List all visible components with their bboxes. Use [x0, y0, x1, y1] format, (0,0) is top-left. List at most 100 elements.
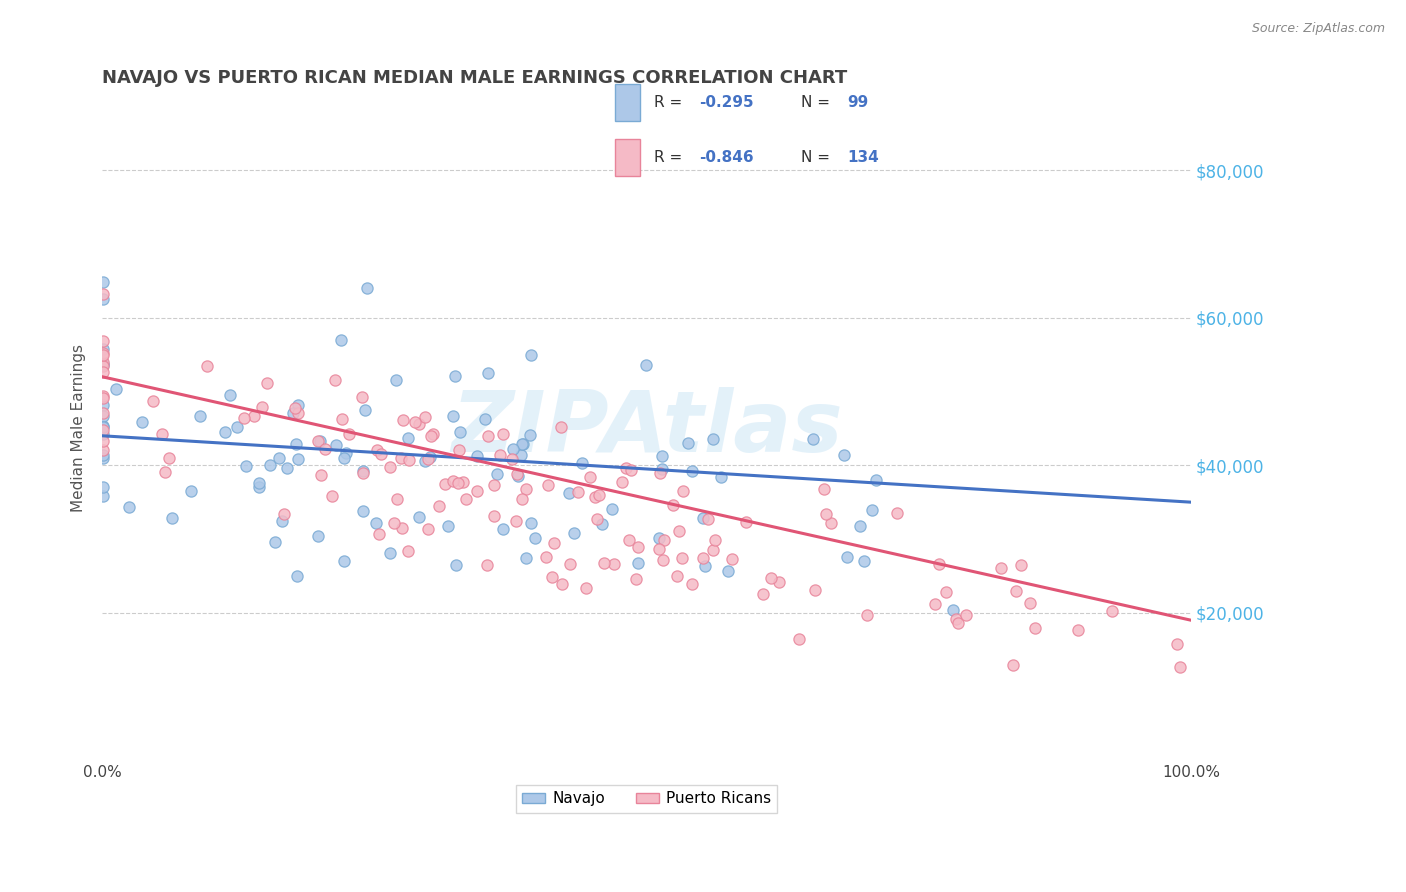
Point: [509, 448, 531, 462]
Point: [91, 292, 114, 306]
Point: [352, 464, 374, 478]
Point: [308, 434, 330, 448]
Point: [256, 376, 278, 391]
Point: [752, 587, 775, 601]
Point: [945, 612, 967, 626]
Text: R =: R =: [654, 150, 688, 165]
Point: [813, 482, 835, 496]
Point: [648, 542, 671, 557]
Text: ZIPAtlas: ZIPAtlas: [451, 387, 842, 470]
Point: [477, 366, 499, 380]
Point: [717, 564, 740, 578]
Point: [1018, 597, 1040, 611]
Point: [676, 436, 699, 450]
Point: [437, 518, 460, 533]
Point: [449, 442, 471, 457]
Point: [311, 467, 333, 482]
Text: N =: N =: [801, 150, 835, 165]
Point: [886, 506, 908, 520]
Point: [583, 490, 606, 504]
Point: [571, 456, 593, 470]
Point: [820, 516, 842, 530]
Point: [832, 448, 855, 462]
Point: [91, 442, 114, 457]
Point: [558, 558, 581, 572]
Point: [446, 558, 468, 572]
Point: [285, 569, 308, 583]
Point: [104, 382, 127, 396]
Point: [465, 483, 488, 498]
Point: [307, 434, 329, 448]
Point: [91, 364, 114, 378]
Point: [247, 480, 270, 494]
Point: [692, 551, 714, 566]
Point: [449, 425, 471, 439]
Point: [235, 458, 257, 473]
Point: [408, 510, 430, 524]
Point: [512, 437, 534, 451]
Point: [441, 474, 464, 488]
Point: [287, 406, 309, 420]
Point: [454, 492, 477, 507]
Point: [214, 425, 236, 439]
Point: [91, 423, 114, 437]
Point: [91, 389, 114, 403]
Point: [935, 585, 957, 599]
Point: [443, 409, 465, 423]
Point: [284, 401, 307, 416]
Point: [276, 461, 298, 475]
Point: [332, 554, 354, 568]
Point: [385, 373, 408, 387]
Point: [267, 450, 290, 465]
Point: [142, 393, 165, 408]
Point: [624, 572, 647, 586]
Point: [1010, 558, 1032, 572]
Point: [928, 557, 950, 571]
Point: [91, 355, 114, 369]
Point: [330, 412, 353, 426]
Point: [366, 442, 388, 457]
Point: [91, 409, 114, 424]
Point: [761, 571, 783, 585]
Point: [520, 348, 543, 362]
Point: [575, 581, 598, 595]
Point: [501, 452, 523, 467]
Point: [467, 449, 489, 463]
Point: [579, 470, 602, 484]
Point: [352, 504, 374, 518]
Point: [617, 533, 640, 547]
Point: [378, 545, 401, 559]
Point: [482, 509, 505, 524]
FancyBboxPatch shape: [616, 138, 640, 176]
Point: [131, 415, 153, 429]
Point: [955, 608, 977, 623]
Text: N =: N =: [801, 95, 835, 111]
Point: [636, 359, 658, 373]
Point: [652, 553, 675, 567]
Point: [946, 616, 969, 631]
Point: [537, 478, 560, 492]
Text: -0.295: -0.295: [700, 95, 754, 111]
Point: [768, 575, 790, 590]
Point: [91, 489, 114, 503]
Point: [398, 431, 420, 445]
Point: [551, 577, 574, 591]
Point: [666, 569, 689, 583]
Point: [815, 507, 838, 521]
Point: [366, 516, 388, 531]
Point: [416, 452, 439, 467]
Point: [801, 432, 824, 446]
Point: [585, 512, 607, 526]
Point: [91, 334, 114, 348]
Point: [697, 512, 720, 526]
Point: [543, 536, 565, 550]
Point: [91, 392, 114, 406]
Point: [710, 470, 733, 484]
Point: [1024, 621, 1046, 635]
Point: [323, 373, 346, 387]
Point: [505, 467, 527, 481]
Point: [837, 550, 859, 565]
Point: [91, 342, 114, 356]
Point: [91, 481, 114, 495]
Point: [91, 357, 114, 371]
